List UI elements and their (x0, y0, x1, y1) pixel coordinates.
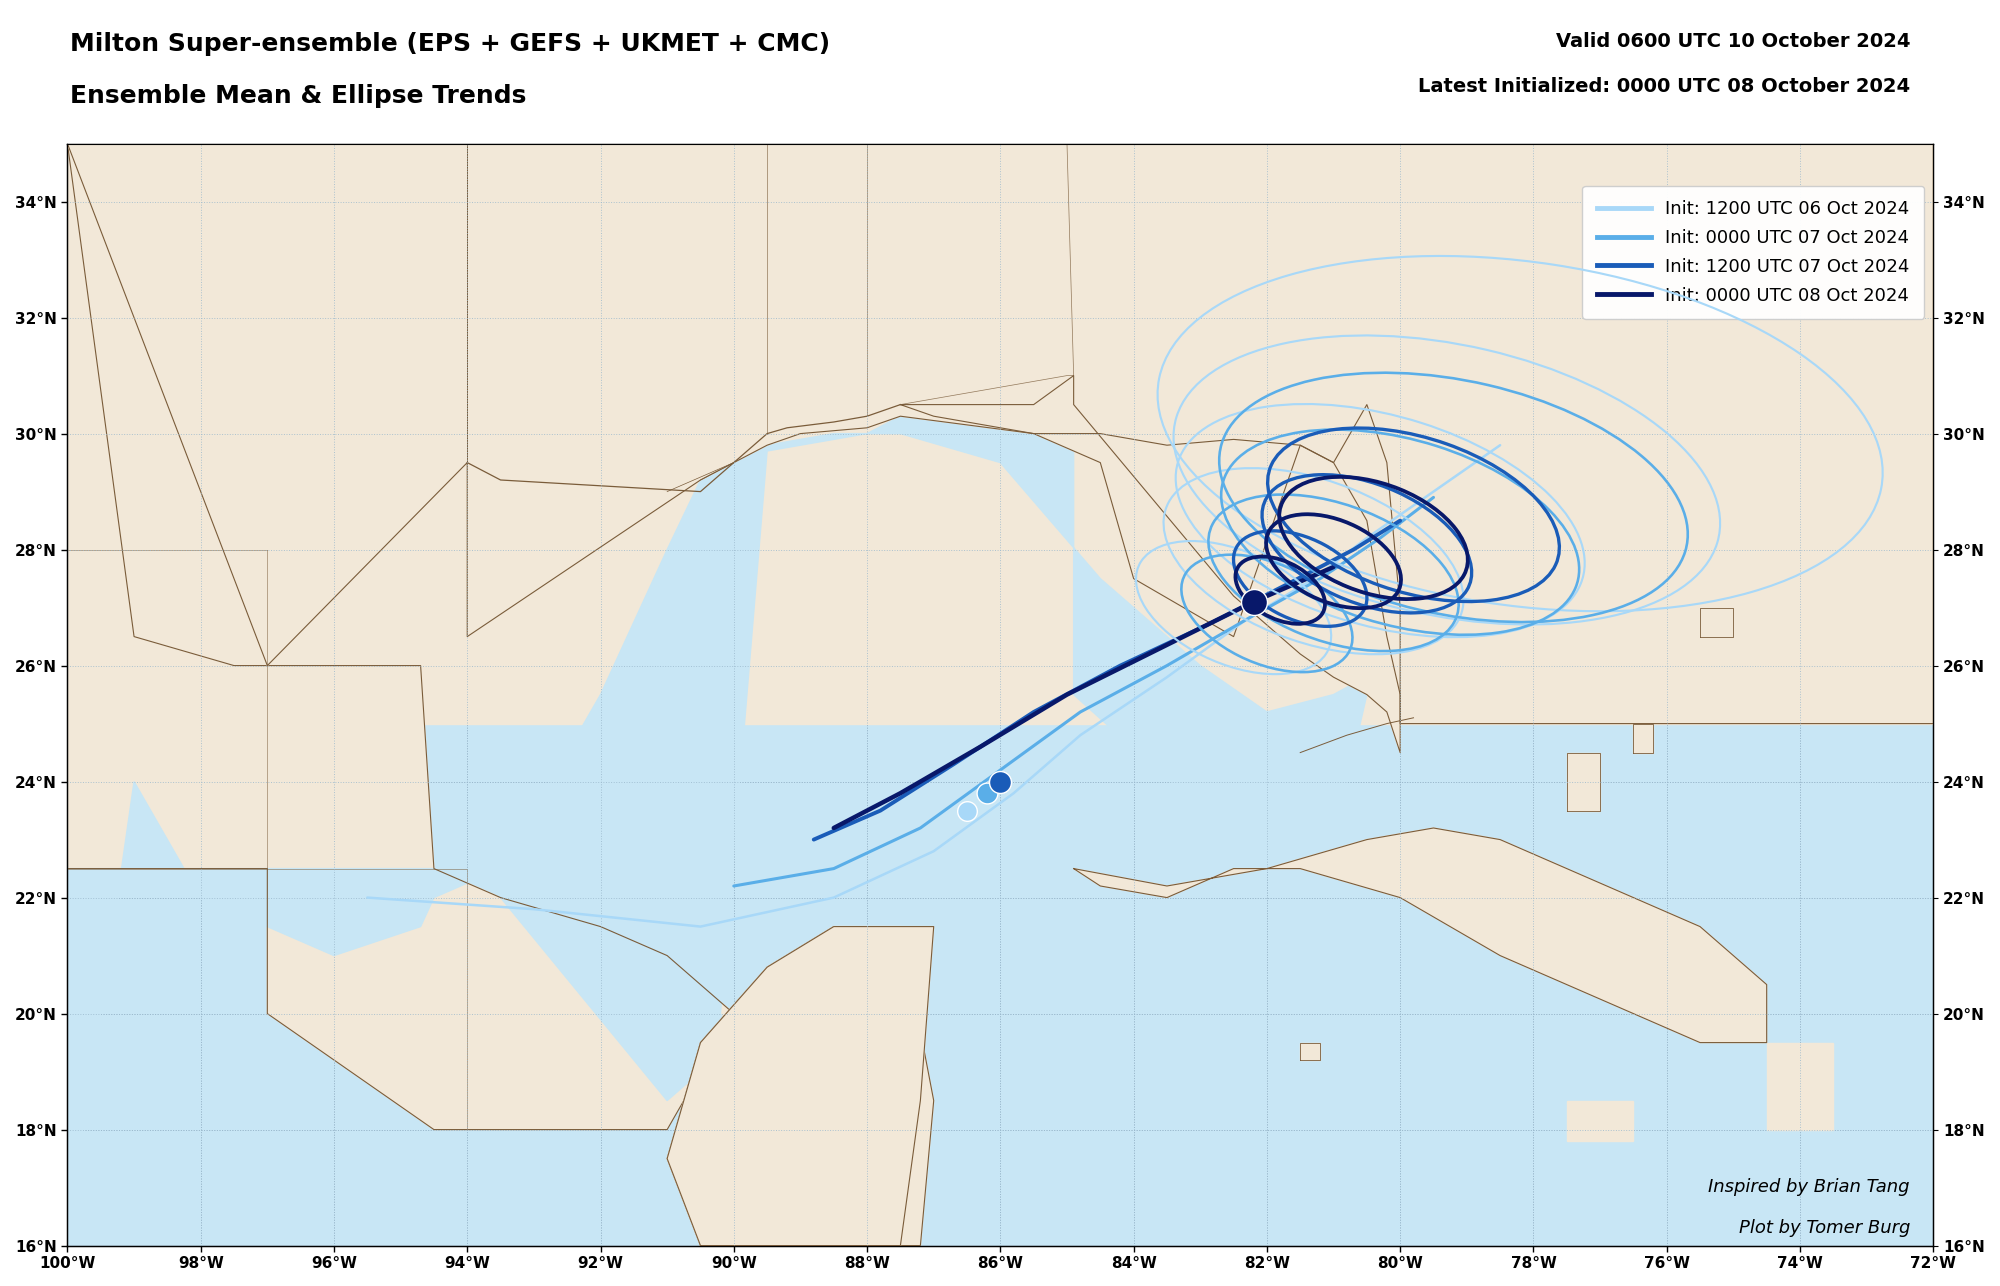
Legend: Init: 1200 UTC 06 Oct 2024, Init: 0000 UTC 07 Oct 2024, Init: 1200 UTC 07 Oct 20: Init: 1200 UTC 06 Oct 2024, Init: 0000 U… (1582, 185, 1924, 319)
Polygon shape (1074, 828, 1766, 1043)
Polygon shape (1634, 724, 1654, 752)
Polygon shape (1700, 607, 1734, 637)
Text: Inspired by Brian Tang: Inspired by Brian Tang (1708, 1178, 1910, 1196)
Text: Latest Initialized: 0000 UTC 08 October 2024: Latest Initialized: 0000 UTC 08 October … (1418, 77, 1910, 96)
Polygon shape (668, 927, 934, 1246)
Polygon shape (68, 410, 1386, 1246)
Polygon shape (68, 144, 734, 1129)
Point (1238, 592, 1270, 612)
Polygon shape (68, 144, 1934, 724)
Text: Milton Super-ensemble (EPS + GEFS + UKMET + CMC): Milton Super-ensemble (EPS + GEFS + UKME… (70, 32, 830, 57)
Polygon shape (1566, 752, 1600, 810)
Polygon shape (1566, 1101, 1634, 1141)
Text: Plot by Tomer Burg: Plot by Tomer Burg (1738, 1219, 1910, 1237)
Polygon shape (1766, 1043, 1834, 1129)
Polygon shape (668, 927, 934, 1246)
Polygon shape (1300, 1043, 1320, 1060)
Polygon shape (68, 144, 1934, 724)
Text: Ensemble Mean & Ellipse Trends: Ensemble Mean & Ellipse Trends (70, 84, 526, 108)
Point (972, 783, 1004, 804)
Point (952, 800, 984, 820)
Point (984, 772, 1016, 792)
Polygon shape (900, 376, 1400, 752)
Text: Valid 0600 UTC 10 October 2024: Valid 0600 UTC 10 October 2024 (1556, 32, 1910, 51)
